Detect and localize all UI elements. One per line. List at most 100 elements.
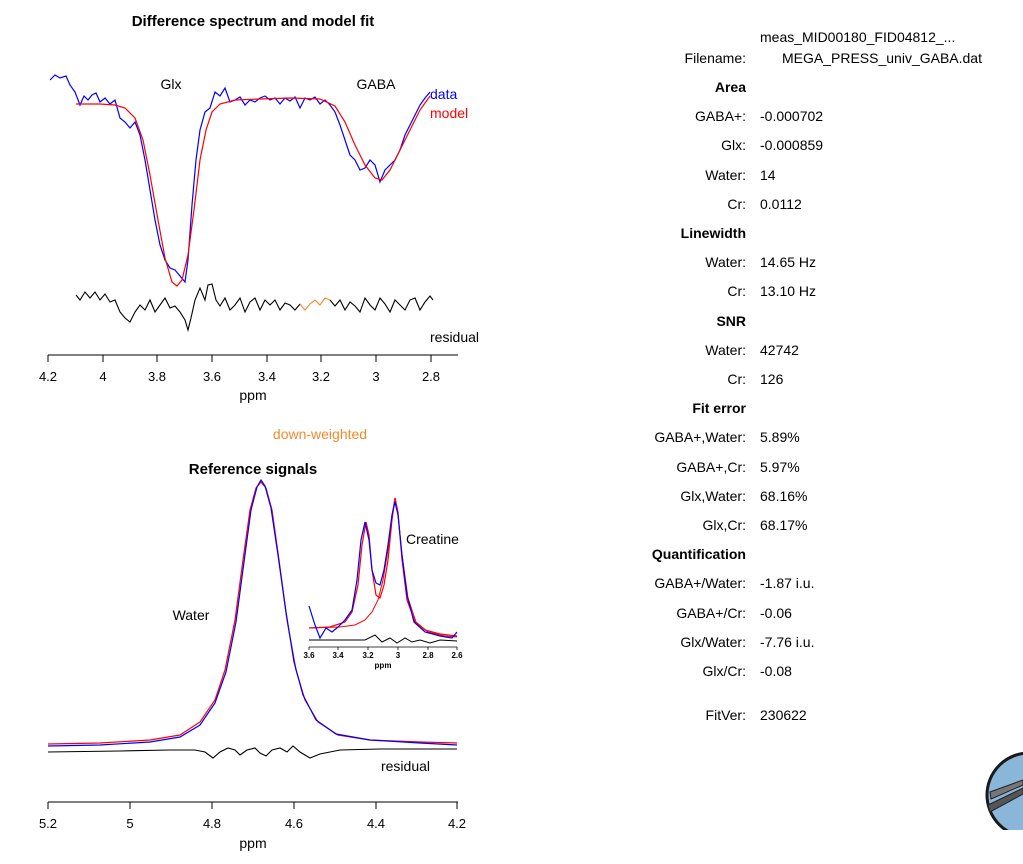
result-key: Glx/Water:: [680, 633, 746, 650]
result-value: 14.65 Hz: [760, 254, 817, 271]
section-header-row: Fit error: [600, 400, 1023, 420]
diff-xtick: 2.8: [422, 369, 440, 384]
result-value: 68.17%: [760, 517, 808, 533]
inset-x-ticks: [308, 647, 458, 650]
diff-residual-line: [75, 283, 301, 333]
result-key: Water:: [705, 341, 746, 358]
result-row: GABA+/Water: -1.87 i.u.: [600, 575, 1023, 595]
result-value: -0.06: [760, 604, 792, 621]
result-key: Water:: [705, 254, 746, 271]
result-value: -1.87 i.u.: [760, 575, 815, 592]
ref-residual-label: residual: [381, 758, 430, 774]
creatine-residual-line: [309, 634, 458, 644]
water-residual-line: [47, 745, 457, 759]
diff-xtick: 4: [99, 369, 106, 384]
creatine-model-line: [308, 497, 458, 637]
ref-xtick: 5.2: [39, 816, 57, 831]
result-value: 13.10 Hz: [760, 283, 817, 300]
result-key: Cr:: [727, 283, 746, 300]
ref-xtick: 4.8: [203, 816, 221, 831]
result-row: GABA+/Cr: -0.06: [600, 605, 1023, 625]
section-header-row: SNR: [600, 313, 1023, 333]
water-data-line: [47, 478, 458, 747]
result-row: GABA+,Water: 5.89%: [600, 429, 1023, 449]
result-key: Cr:: [727, 371, 746, 387]
result-row: GABA+,Cr: 5.97%: [600, 459, 1023, 479]
result-value: 42742: [760, 341, 799, 358]
legend-model: model: [430, 105, 468, 121]
result-row: Glx/Cr: -0.08: [600, 663, 1023, 683]
diff-xtick: 3: [372, 369, 379, 384]
result-value: 0.0112: [760, 195, 802, 212]
result-value: 5.97%: [760, 458, 800, 475]
section-header-row: Area: [600, 79, 1023, 99]
result-value: 14: [760, 166, 776, 183]
result-key: GABA+/Cr:: [676, 604, 746, 621]
result-key: Glx:: [721, 137, 746, 154]
inset-xtick: 2.6: [451, 651, 463, 660]
result-row: Glx,Water: 68.16%: [600, 488, 1023, 508]
logo-icon: [985, 751, 1023, 830]
diff-data-line: [49, 74, 431, 284]
filename-line2: MEGA_PRESS_univ_GABA.dat: [782, 50, 982, 66]
ref-xlabel: ppm: [239, 835, 266, 851]
water-model-line: [47, 481, 458, 745]
filename-label: Filename:: [684, 50, 746, 66]
water-label: Water: [173, 607, 210, 623]
down-weighted-label: down-weighted: [273, 426, 367, 442]
result-row: Glx,Cr: 68.17%: [600, 517, 1023, 537]
inset-xtick: 3.2: [362, 651, 374, 660]
result-key: GABA+,Water:: [654, 429, 746, 446]
section-header: Fit error: [692, 400, 746, 417]
filename-row: Filename: MEGA_PRESS_univ_GABA.dat: [600, 50, 1023, 70]
result-value: 68.16%: [760, 487, 808, 504]
result-row: Water: 14.65 Hz: [600, 254, 1023, 274]
inset-xtick: 3.4: [332, 651, 344, 660]
result-row: Glx/Water: -7.76 i.u.: [600, 634, 1023, 654]
filename-line1-row: meas_MID00180_FID04812_...: [600, 29, 1023, 49]
result-key: Glx,Cr:: [702, 517, 746, 533]
diff-residual-line-tail: [329, 295, 434, 314]
result-key: GABA+,Cr:: [676, 458, 746, 475]
creatine-inset: 3.6 3.4 3.2 3 2.8 2.6 ppm Creatine: [303, 497, 463, 670]
inset-xlabel: ppm: [375, 661, 392, 670]
section-header-row: Quantification: [600, 546, 1023, 566]
result-key: Cr:: [727, 195, 746, 212]
results-panel: meas_MID00180_FID04812_... Filename: MEG…: [600, 0, 1023, 864]
diff-residual-label: residual: [430, 329, 479, 345]
result-key: Glx,Water:: [680, 487, 746, 504]
result-value: 126: [760, 371, 784, 387]
creatine-model-baseline: [308, 497, 458, 638]
inset-xtick: 3: [396, 651, 401, 660]
result-value: -0.000859: [760, 137, 824, 154]
result-value: -0.08: [760, 663, 792, 679]
section-header: Area: [714, 79, 746, 95]
gaba-label: GABA: [357, 76, 397, 92]
creatine-data-line: [308, 501, 458, 640]
inset-xtick: 3.6: [303, 651, 315, 660]
result-value: -7.76 i.u.: [760, 633, 815, 650]
fitver-label: FitVer:: [705, 707, 746, 723]
diff-model-line: [76, 95, 431, 287]
result-value: 5.89%: [760, 429, 800, 446]
result-value: -0.000702: [760, 108, 824, 125]
diff-xtick: 3.2: [312, 369, 330, 384]
result-key: Glx/Cr:: [702, 663, 746, 679]
result-key: Water:: [705, 166, 746, 183]
diff-residual-downweighted: [299, 297, 331, 311]
diff-plot-title: Difference spectrum and model fit: [132, 13, 375, 30]
glx-label: Glx: [161, 76, 182, 92]
fitver-row: FitVer: 230622: [600, 707, 1023, 727]
ref-xtick: 5: [126, 816, 133, 831]
ref-plot-title: Reference signals: [189, 461, 317, 478]
result-row: Cr: 126: [600, 371, 1023, 391]
diff-xtick: 3.4: [258, 369, 276, 384]
diff-xtick: 4.2: [39, 369, 57, 384]
section-header: Linewidth: [680, 225, 746, 241]
result-row: Water: 14: [600, 167, 1023, 187]
result-row: Glx: -0.000859: [600, 137, 1023, 157]
fitver-value: 230622: [760, 707, 807, 723]
result-row: Water: 42742: [600, 342, 1023, 362]
section-header-row: Linewidth: [600, 225, 1023, 245]
